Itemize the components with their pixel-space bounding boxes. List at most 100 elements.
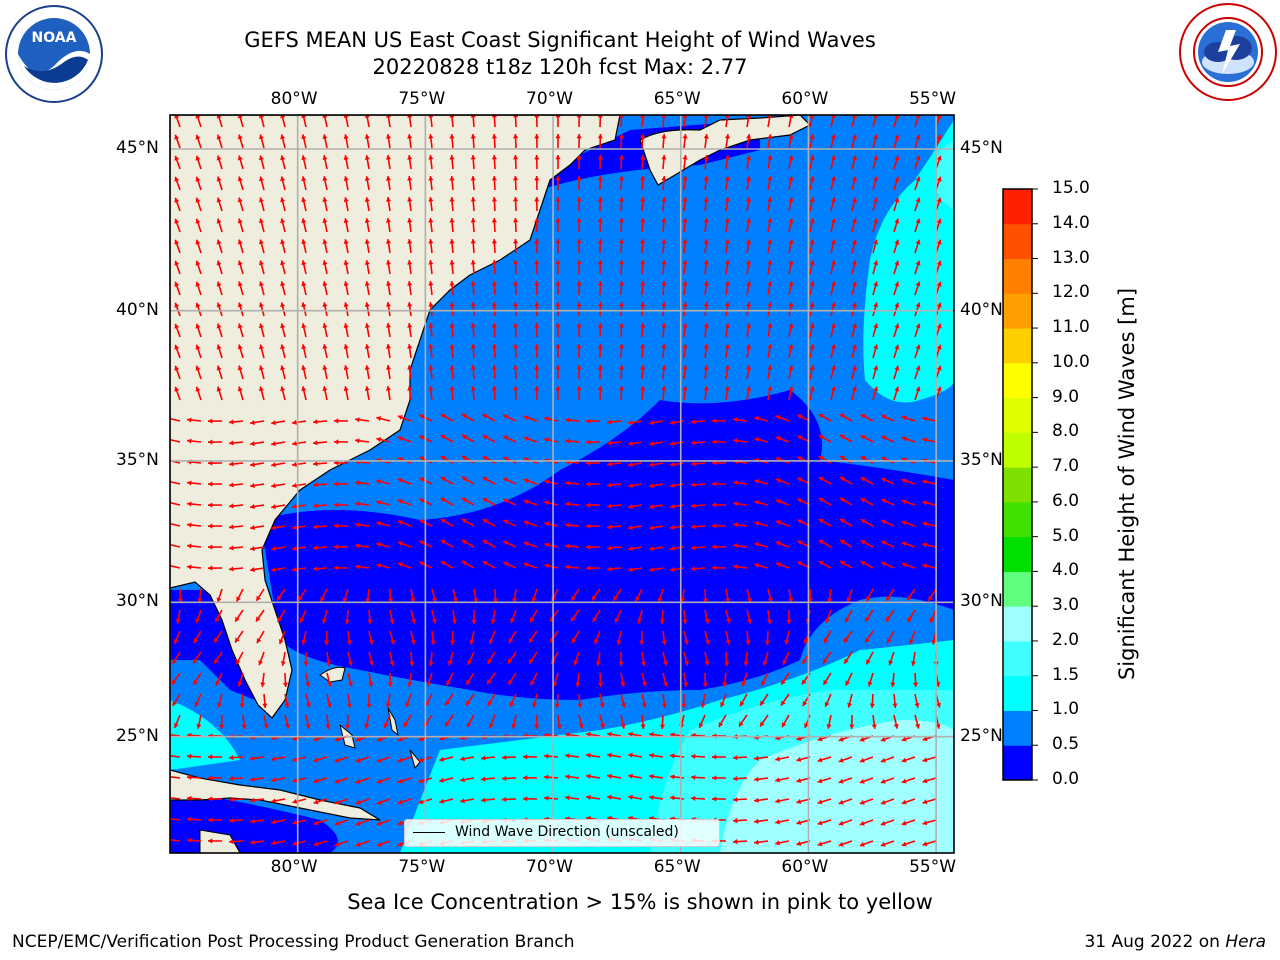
wave-direction-arrow — [439, 777, 454, 783]
wave-direction-arrow — [174, 155, 181, 170]
wave-direction-arrow — [292, 440, 307, 446]
wave-direction-arrow — [593, 630, 601, 645]
wave-direction-arrow — [640, 280, 646, 296]
wave-direction-arrow — [690, 482, 706, 488]
wave-direction-arrow — [216, 365, 223, 380]
wave-direction-arrow — [893, 155, 900, 170]
wave-direction-arrow — [207, 544, 223, 550]
wave-direction-arrow — [555, 175, 561, 191]
wave-direction-arrow — [523, 415, 538, 422]
wave-direction-arrow — [385, 239, 392, 254]
wave-direction-arrow — [724, 155, 730, 170]
wave-direction-arrow — [237, 365, 244, 380]
colorbar-segment — [1003, 189, 1032, 225]
wave-direction-arrow — [449, 630, 456, 646]
wave-direction-arrow — [576, 259, 582, 275]
wave-direction-arrow — [449, 364, 455, 380]
wave-direction-arrow — [355, 480, 370, 486]
wave-direction-arrow — [754, 755, 769, 761]
wave-direction-arrow — [661, 385, 667, 401]
wave-direction-arrow — [301, 344, 307, 359]
wave-direction-arrow — [219, 714, 225, 730]
wave-direction-arrow — [228, 776, 244, 782]
wave-direction-arrow — [431, 609, 437, 624]
wave-direction-arrow — [237, 115, 244, 128]
wave-direction-arrow — [466, 714, 475, 728]
wave-direction-arrow — [846, 588, 853, 603]
wave-direction-arrow — [872, 197, 879, 212]
wave-direction-arrow — [385, 260, 392, 275]
wave-direction-arrow — [826, 714, 832, 729]
wave-direction-arrow — [746, 176, 752, 191]
wave-direction-arrow — [367, 609, 373, 625]
wave-direction-arrow — [649, 483, 664, 489]
wave-direction-arrow — [301, 323, 307, 338]
wave-direction-arrow — [346, 693, 352, 708]
wave-direction-arrow — [534, 280, 540, 296]
wave-direction-arrow — [788, 176, 794, 191]
wave-direction-arrow — [817, 819, 832, 826]
wave-direction-arrow — [606, 566, 622, 572]
wave-direction-arrow — [618, 196, 625, 212]
wave-direction-arrow — [661, 301, 667, 317]
wave-direction-arrow — [280, 386, 286, 401]
wave-direction-arrow — [480, 797, 496, 803]
wave-direction-arrow — [532, 693, 538, 708]
wave-direction-arrow — [823, 630, 832, 644]
wave-direction-arrow — [284, 693, 290, 708]
wave-direction-arrow — [597, 154, 603, 170]
wave-direction-arrow — [428, 176, 434, 191]
wave-direction-arrow — [376, 542, 391, 548]
wave-direction-arrow — [901, 478, 916, 485]
wave-direction-arrow — [271, 483, 286, 489]
wave-direction-arrow — [724, 323, 730, 338]
wave-direction-arrow — [440, 560, 454, 569]
wave-direction-arrow — [859, 756, 874, 763]
wave-direction-arrow — [428, 260, 434, 275]
wave-direction-arrow — [775, 415, 790, 422]
wave-direction-arrow — [368, 651, 374, 666]
wave-direction-arrow — [216, 281, 223, 296]
wave-direction-arrow — [280, 239, 286, 254]
wave-direction-arrow — [606, 524, 622, 530]
wave-direction-arrow — [530, 672, 538, 686]
wave-direction-arrow — [237, 386, 244, 401]
wave-direction-arrow — [703, 176, 709, 191]
wave-direction-arrow — [922, 756, 937, 763]
wave-direction-arrow — [914, 714, 921, 729]
wave-direction-arrow — [534, 217, 540, 233]
wave-direction-arrow — [216, 197, 223, 212]
wave-direction-arrow — [258, 302, 265, 317]
wave-direction-arrow — [565, 774, 580, 780]
wave-direction-arrow — [301, 281, 307, 296]
wave-direction-arrow — [914, 134, 921, 149]
wave-direction-arrow — [922, 777, 937, 784]
wave-direction-arrow — [839, 413, 853, 422]
wave-direction-arrow — [544, 542, 559, 548]
wave-direction-arrow — [818, 413, 832, 422]
wave-direction-arrow — [901, 499, 916, 506]
colorbar-segment — [1003, 258, 1032, 294]
wave-direction-arrow — [465, 672, 475, 686]
wave-direction-arrow — [428, 134, 434, 149]
wave-direction-arrow — [606, 419, 622, 425]
wave-direction-arrow — [534, 196, 540, 212]
wave-direction-arrow — [428, 323, 434, 338]
wave-direction-arrow — [343, 386, 349, 401]
wave-direction-arrow — [366, 693, 372, 709]
wave-direction-arrow — [322, 302, 328, 317]
wave-direction-arrow — [322, 239, 328, 254]
wave-direction-arrow — [880, 519, 895, 527]
wave-direction-arrow — [711, 754, 727, 760]
wave-direction-arrow — [364, 218, 370, 233]
wave-direction-arrow — [280, 281, 286, 296]
wave-direction-arrow — [426, 672, 433, 687]
wave-direction-arrow — [838, 756, 853, 763]
wave-direction-arrow — [171, 672, 181, 685]
wave-direction-arrow — [552, 672, 559, 687]
wave-direction-arrow — [599, 693, 605, 708]
wave-direction-arrow — [258, 386, 265, 401]
wave-direction-arrow — [355, 819, 370, 826]
wave-direction-arrow — [838, 840, 853, 847]
wave-direction-arrow — [534, 385, 540, 401]
